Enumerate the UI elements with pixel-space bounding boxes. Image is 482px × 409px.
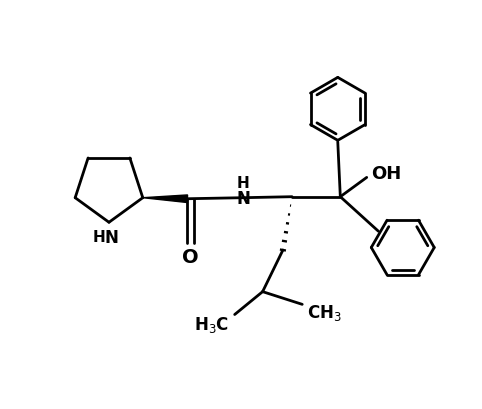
- Text: OH: OH: [371, 165, 401, 183]
- Text: CH$_3$: CH$_3$: [308, 303, 342, 324]
- Text: O: O: [182, 248, 199, 267]
- Text: H: H: [93, 230, 105, 245]
- Text: N: N: [104, 229, 118, 247]
- Text: H$_3$C: H$_3$C: [194, 315, 229, 335]
- Text: N: N: [236, 190, 250, 208]
- Polygon shape: [143, 195, 187, 202]
- Text: H: H: [237, 176, 250, 191]
